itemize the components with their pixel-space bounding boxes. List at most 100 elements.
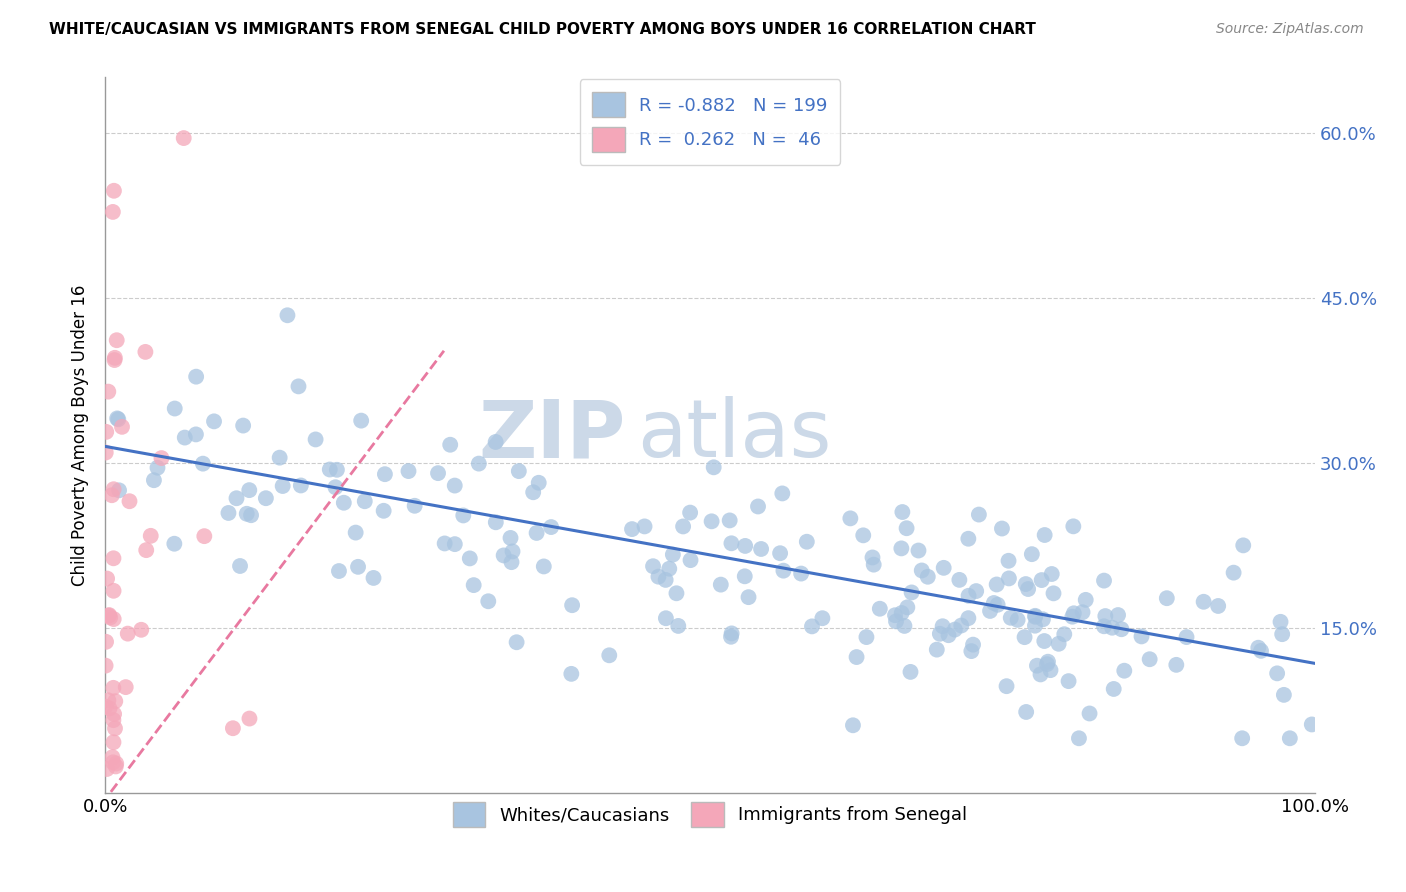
Point	[287, 379, 309, 393]
Point	[1040, 567, 1063, 582]
Legend: Whites/Caucasians, Immigrants from Senegal: Whites/Caucasians, Immigrants from Seneg…	[446, 795, 974, 834]
Point	[333, 496, 356, 510]
Point	[666, 619, 689, 633]
Point	[117, 626, 139, 640]
Point	[96, 425, 118, 439]
Point	[238, 483, 260, 497]
Point	[94, 634, 117, 648]
Point	[135, 543, 157, 558]
Point	[957, 611, 980, 625]
Point	[995, 679, 1018, 693]
Text: atlas: atlas	[637, 396, 832, 475]
Point	[326, 463, 349, 477]
Point	[1000, 611, 1022, 625]
Point	[94, 445, 117, 459]
Point	[240, 508, 263, 523]
Point	[98, 610, 121, 624]
Point	[363, 571, 385, 585]
Point	[499, 531, 522, 545]
Point	[1071, 605, 1094, 619]
Point	[1033, 634, 1056, 648]
Text: WHITE/CAUCASIAN VS IMMIGRANTS FROM SENEGAL CHILD POVERTY AMONG BOYS UNDER 16 COR: WHITE/CAUCASIAN VS IMMIGRANTS FROM SENEG…	[49, 22, 1036, 37]
Point	[276, 308, 298, 322]
Point	[839, 511, 862, 525]
Point	[1029, 667, 1052, 681]
Point	[852, 528, 875, 542]
Point	[1024, 608, 1046, 623]
Point	[679, 506, 702, 520]
Point	[1032, 612, 1054, 626]
Point	[770, 486, 793, 500]
Point	[271, 479, 294, 493]
Point	[862, 558, 884, 572]
Point	[900, 585, 922, 599]
Point	[485, 434, 508, 449]
Point	[1206, 599, 1229, 613]
Y-axis label: Child Poverty Among Boys Under 16: Child Poverty Among Boys Under 16	[72, 285, 89, 586]
Point	[269, 450, 291, 465]
Point	[1067, 731, 1090, 746]
Point	[911, 564, 934, 578]
Point	[502, 544, 524, 558]
Point	[950, 618, 973, 632]
Point	[1078, 706, 1101, 721]
Point	[290, 478, 312, 492]
Point	[647, 569, 669, 583]
Point	[111, 420, 134, 434]
Point	[501, 555, 523, 569]
Point	[718, 513, 741, 527]
Point	[790, 566, 813, 581]
Point	[191, 457, 214, 471]
Point	[734, 539, 756, 553]
Point	[890, 541, 912, 556]
Point	[1230, 731, 1253, 746]
Point	[986, 577, 1008, 591]
Point	[103, 583, 125, 598]
Point	[1107, 608, 1129, 623]
Point	[1271, 627, 1294, 641]
Point	[350, 414, 373, 428]
Point	[347, 559, 370, 574]
Point	[811, 611, 834, 625]
Point	[928, 627, 950, 641]
Point	[1057, 674, 1080, 689]
Point	[957, 532, 980, 546]
Point	[103, 735, 125, 749]
Point	[561, 598, 583, 612]
Point	[1017, 582, 1039, 596]
Point	[1062, 519, 1084, 533]
Point	[222, 721, 245, 735]
Point	[900, 665, 922, 679]
Point	[1111, 622, 1133, 636]
Point	[104, 759, 127, 773]
Point	[869, 601, 891, 615]
Point	[1175, 630, 1198, 644]
Point	[468, 457, 491, 471]
Point	[938, 628, 960, 642]
Point	[103, 681, 125, 695]
Point	[101, 205, 124, 219]
Point	[134, 345, 156, 359]
Point	[957, 589, 980, 603]
Point	[1024, 618, 1046, 632]
Point	[225, 491, 247, 506]
Point	[353, 494, 375, 508]
Point	[1015, 577, 1038, 591]
Point	[1062, 609, 1084, 624]
Point	[458, 551, 481, 566]
Point	[720, 536, 742, 550]
Point	[96, 572, 118, 586]
Point	[101, 750, 124, 764]
Point	[522, 485, 544, 500]
Point	[855, 630, 877, 644]
Point	[232, 418, 254, 433]
Point	[103, 482, 125, 496]
Point	[103, 706, 125, 721]
Point	[679, 553, 702, 567]
Point	[101, 756, 124, 770]
Point	[163, 401, 186, 416]
Point	[1092, 574, 1115, 588]
Point	[1272, 688, 1295, 702]
Point	[1042, 586, 1064, 600]
Point	[254, 491, 277, 506]
